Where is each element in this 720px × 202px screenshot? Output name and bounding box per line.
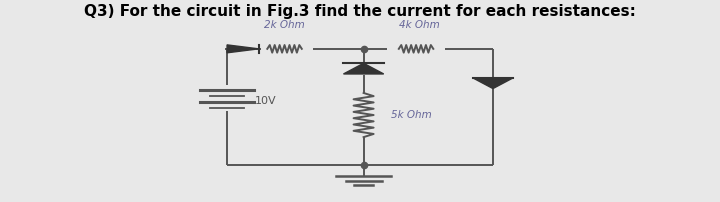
Polygon shape: [473, 78, 513, 88]
Text: 10V: 10V: [254, 96, 276, 106]
Text: 5k Ohm: 5k Ohm: [391, 110, 432, 120]
Text: 2k Ohm: 2k Ohm: [264, 20, 305, 30]
Polygon shape: [227, 45, 258, 53]
Polygon shape: [343, 63, 384, 74]
Text: 4k Ohm: 4k Ohm: [400, 20, 440, 30]
Text: Q3) For the circuit in Fig.3 find the current for each resistances:: Q3) For the circuit in Fig.3 find the cu…: [84, 4, 636, 19]
